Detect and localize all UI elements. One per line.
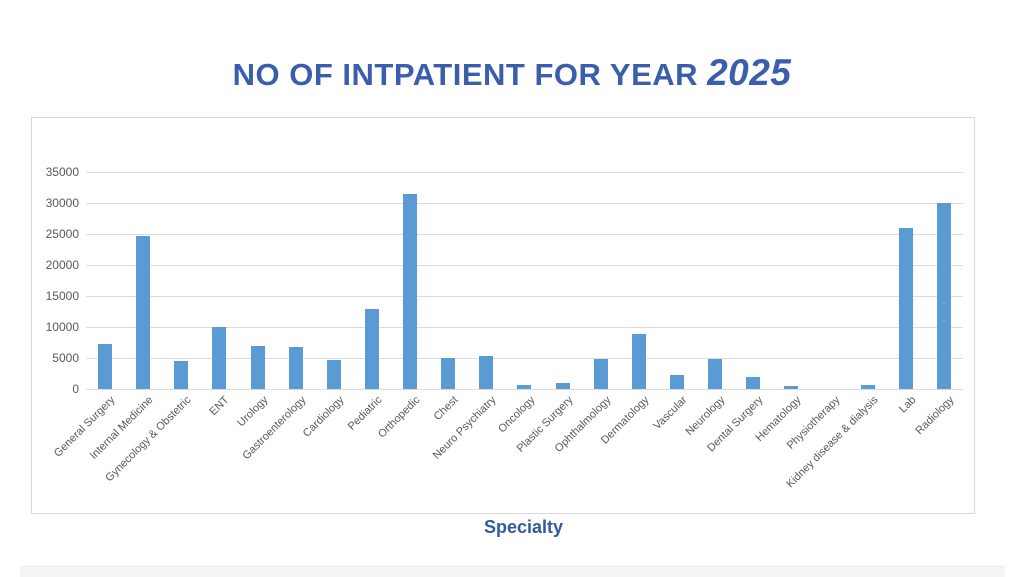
bar-general-surgery: [98, 344, 113, 389]
bar-neuro-psychiatry: [479, 356, 494, 389]
gridline: [86, 389, 963, 390]
chart-title-year: 2025: [707, 52, 792, 93]
bar-slot: [620, 172, 658, 389]
bar-slot: [696, 172, 734, 389]
gridline: [86, 203, 963, 204]
bar-pediatric: [364, 309, 379, 389]
bar-vascular: [669, 375, 684, 389]
bar-lab: [898, 228, 913, 389]
y-tick-label: 30000: [45, 196, 79, 210]
bar-slot: [734, 172, 772, 389]
bar-slot: [772, 172, 810, 389]
bar-slot: [162, 172, 200, 389]
bar-neurology: [708, 359, 723, 389]
gridline: [86, 265, 963, 266]
x-tick-label: General Surgery: [52, 394, 118, 460]
bar-orthopedic: [403, 194, 418, 389]
chart-title: NO OF INTPATIENT FOR YEAR 2025: [0, 52, 1024, 94]
bar-slot: [200, 172, 238, 389]
bar-slot: [887, 172, 925, 389]
bar-hematology: [784, 386, 799, 389]
gridline: [86, 234, 963, 235]
bar-slot: [429, 172, 467, 389]
gridline: [86, 296, 963, 297]
chart-title-text: NO OF INTPATIENT FOR YEAR: [232, 57, 699, 92]
y-tick-label: 35000: [45, 165, 79, 179]
bar-urology: [250, 346, 265, 389]
bar-gynecology-obstetric: [174, 361, 189, 389]
bar-slot: [353, 172, 391, 389]
bar-slot: [467, 172, 505, 389]
bar-kidney-disease-dialysis: [860, 385, 875, 389]
bar-plastic-surgery: [555, 383, 570, 389]
gridline: [86, 172, 963, 173]
bar-slot: [239, 172, 277, 389]
y-tick-label: 0: [72, 382, 79, 396]
bar-chest: [441, 358, 456, 389]
gridline: [86, 327, 963, 328]
chart-plot-frame: 0 5000 10000 15000 20000 25000 30000 35000 Gene…: [31, 117, 975, 514]
bar-dental-surgery: [746, 377, 761, 389]
x-axis-tick-labels: General Surgery Internal Medicine Gynecolo…: [52, 172, 963, 490]
bar-slot: [658, 172, 696, 389]
bar-slot: [849, 172, 887, 389]
bar-slot: [505, 172, 543, 389]
y-tick-label: 5000: [52, 351, 79, 365]
bar-radiology: [936, 203, 951, 389]
bar-slot: [544, 172, 582, 389]
bar-ent: [212, 327, 227, 389]
y-axis-tick-labels: 0 5000 10000 15000 20000 25000 30000 35000: [32, 165, 79, 396]
bar-dermatology: [631, 334, 646, 389]
bar-slot: [391, 172, 429, 389]
x-axis-title: Specialty: [483, 517, 564, 537]
bar-internal-medicine: [136, 236, 151, 389]
y-tick-label: 25000: [45, 227, 79, 241]
bar-slot: [86, 172, 124, 389]
bar-ophthalmology: [593, 359, 608, 389]
bottom-divider-strip: [20, 566, 1005, 577]
plot-area: [86, 172, 963, 390]
y-tick-label: 20000: [45, 258, 79, 272]
bar-slot: [582, 172, 620, 389]
bar-oncology: [517, 385, 532, 389]
bar-slot: [277, 172, 315, 389]
bar-gastroenterology: [288, 347, 303, 389]
bar-slot: [925, 172, 963, 389]
bar-slot: [315, 172, 353, 389]
bar-slot: [124, 172, 162, 389]
y-tick-label: 15000: [45, 289, 79, 303]
gridline: [86, 358, 963, 359]
y-tick-label: 10000: [45, 320, 79, 334]
bar-cardiology: [326, 360, 341, 389]
bar-series: [86, 172, 963, 389]
